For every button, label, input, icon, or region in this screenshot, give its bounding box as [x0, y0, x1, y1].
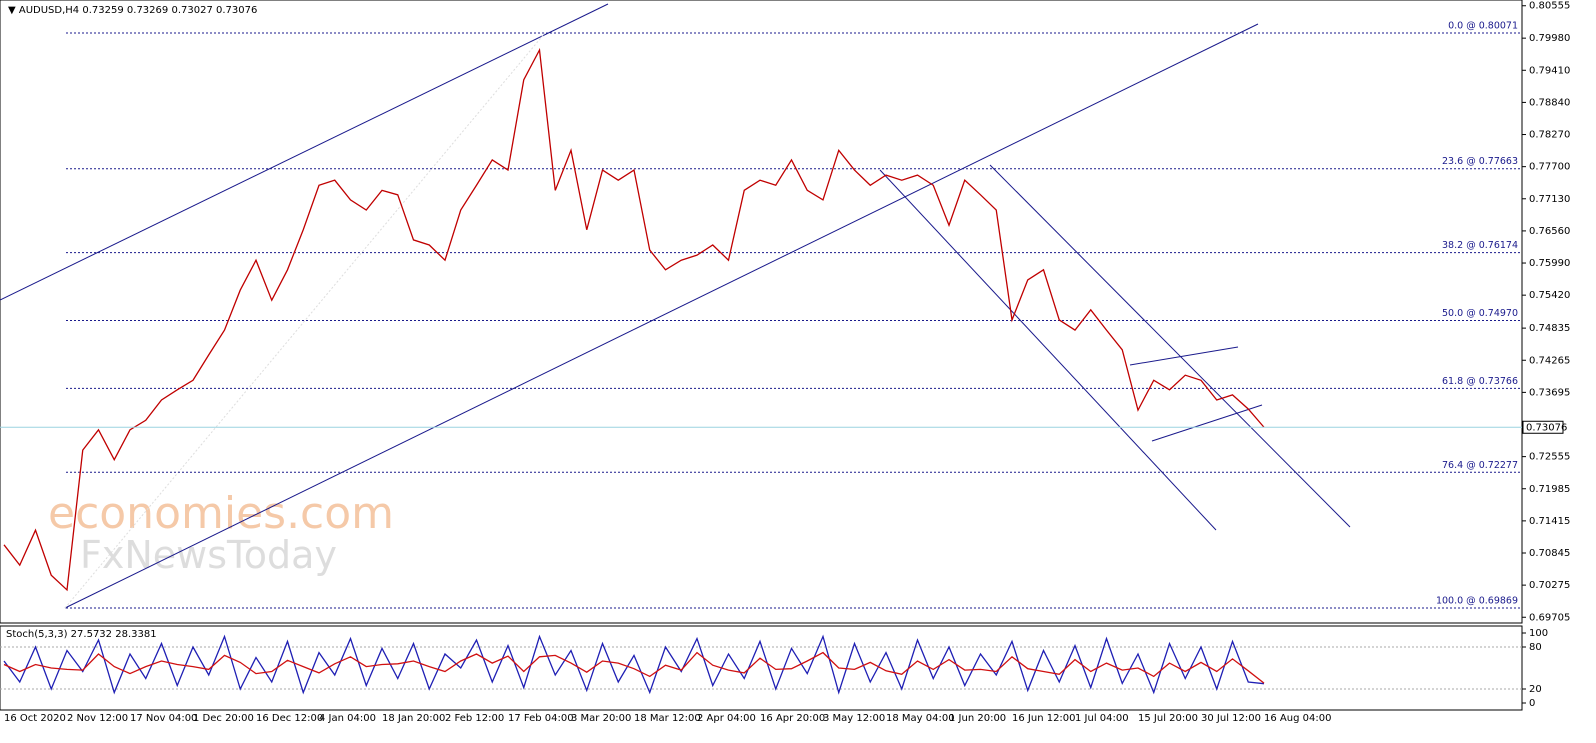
- fib-label: 50.0 @ 0.74970: [1442, 308, 1518, 319]
- y-tick-label: 80: [1529, 642, 1542, 653]
- y-tick-label: 0.76560: [1529, 226, 1570, 237]
- x-tick-label: 18 Mar 12:00: [634, 713, 701, 724]
- current-price-box: [1522, 420, 1564, 434]
- y-tick-label: 0: [1529, 698, 1535, 709]
- watermark: FxNewsToday: [80, 533, 337, 577]
- y-tick-label: 0.72555: [1529, 452, 1570, 463]
- stoch-panel: [0, 625, 1523, 711]
- x-tick-label: 3 Mar 20:00: [571, 713, 631, 724]
- chart-header: ▼ AUDUSD,H4 0.73259 0.73269 0.73027 0.73…: [8, 5, 257, 16]
- x-tick-label: 1 Jul 04:00: [1075, 713, 1129, 724]
- stoch-d: 28.3381: [115, 629, 156, 640]
- fib-label: 23.6 @ 0.77663: [1442, 156, 1518, 167]
- current-price-label: 0.73076: [1526, 422, 1567, 433]
- y-tick-label: 0.78840: [1529, 97, 1570, 108]
- x-tick-label: 1 Jun 20:00: [949, 713, 1006, 724]
- y-tick-label: 0.70275: [1529, 580, 1570, 591]
- y-tick-label: 20: [1529, 684, 1542, 695]
- x-tick-label: 4 Jan 04:00: [319, 713, 376, 724]
- y-tick-label: 0.75420: [1529, 290, 1570, 301]
- x-tick-label: 17 Feb 04:00: [508, 713, 574, 724]
- y-tick-label: 0.70845: [1529, 548, 1570, 559]
- y-tick-label: 0.79410: [1529, 65, 1570, 76]
- y-tick-label: 0.75990: [1529, 258, 1570, 269]
- x-tick-label: 15 Jul 20:00: [1138, 713, 1198, 724]
- x-tick-label: 2 Nov 12:00: [67, 713, 128, 724]
- x-tick-label: 16 Aug 04:00: [1264, 713, 1331, 724]
- x-tick-label: 3 May 12:00: [823, 713, 885, 724]
- price-panel: [0, 0, 1523, 624]
- y-tick-label: 0.73695: [1529, 387, 1570, 398]
- x-tick-label: 16 Dec 12:00: [256, 713, 323, 724]
- x-tick-label: 30 Jul 12:00: [1201, 713, 1261, 724]
- y-tick-label: 0.71415: [1529, 516, 1570, 527]
- stoch-line: [3, 634, 1265, 695]
- fib-label: 38.2 @ 0.76174: [1442, 240, 1518, 251]
- x-tick-label: 17 Nov 04:00: [130, 713, 197, 724]
- x-tick-label: 2 Feb 12:00: [445, 713, 504, 724]
- open: 0.73259: [82, 5, 123, 16]
- trendlines: [0, 3, 1351, 609]
- x-tick-label: 16 Jun 12:00: [1012, 713, 1076, 724]
- y-tick-label: 0.69705: [1529, 612, 1570, 623]
- y-tick-label: 100: [1529, 628, 1548, 639]
- x-tick-label: 18 May 04:00: [886, 713, 955, 724]
- stoch-k: 27.5732: [71, 629, 112, 640]
- close: 0.73076: [216, 5, 257, 16]
- y-tick-label: 0.74835: [1529, 323, 1570, 334]
- watermark: economies.com: [48, 488, 394, 539]
- fib-label: 0.0 @ 0.80071: [1448, 21, 1518, 32]
- y-tick-label: 0.71985: [1529, 484, 1570, 495]
- x-tick-label: 16 Apr 20:00: [760, 713, 825, 724]
- y-tick-label: 0.78270: [1529, 130, 1570, 141]
- x-tick-label: 18 Jan 20:00: [382, 713, 445, 724]
- x-tick-label: 2 Apr 04:00: [697, 713, 756, 724]
- y-tick-label: 0.74265: [1529, 355, 1570, 366]
- y-tick-label: 0.80555: [1529, 1, 1570, 12]
- y-tick-label: 0.77130: [1529, 194, 1570, 205]
- fib-label: 100.0 @ 0.69869: [1436, 596, 1518, 607]
- stoch-title: Stoch(5,3,3): [6, 629, 68, 640]
- high: 0.73269: [127, 5, 168, 16]
- fib-label: 76.4 @ 0.72277: [1442, 460, 1518, 471]
- x-tick-label: 16 Oct 2020: [4, 713, 66, 724]
- y-tick-label: 0.79980: [1529, 33, 1570, 44]
- fib-label: 61.8 @ 0.73766: [1442, 376, 1518, 387]
- x-tick-label: 1 Dec 20:00: [193, 713, 254, 724]
- y-tick-label: 0.77700: [1529, 162, 1570, 173]
- symbol: AUDUSD,H4: [19, 5, 79, 16]
- price-line: [3, 47, 1265, 592]
- stoch-line: [3, 651, 1265, 684]
- low: 0.73027: [171, 5, 212, 16]
- stoch-header: Stoch(5,3,3) 27.5732 28.3381: [6, 629, 157, 640]
